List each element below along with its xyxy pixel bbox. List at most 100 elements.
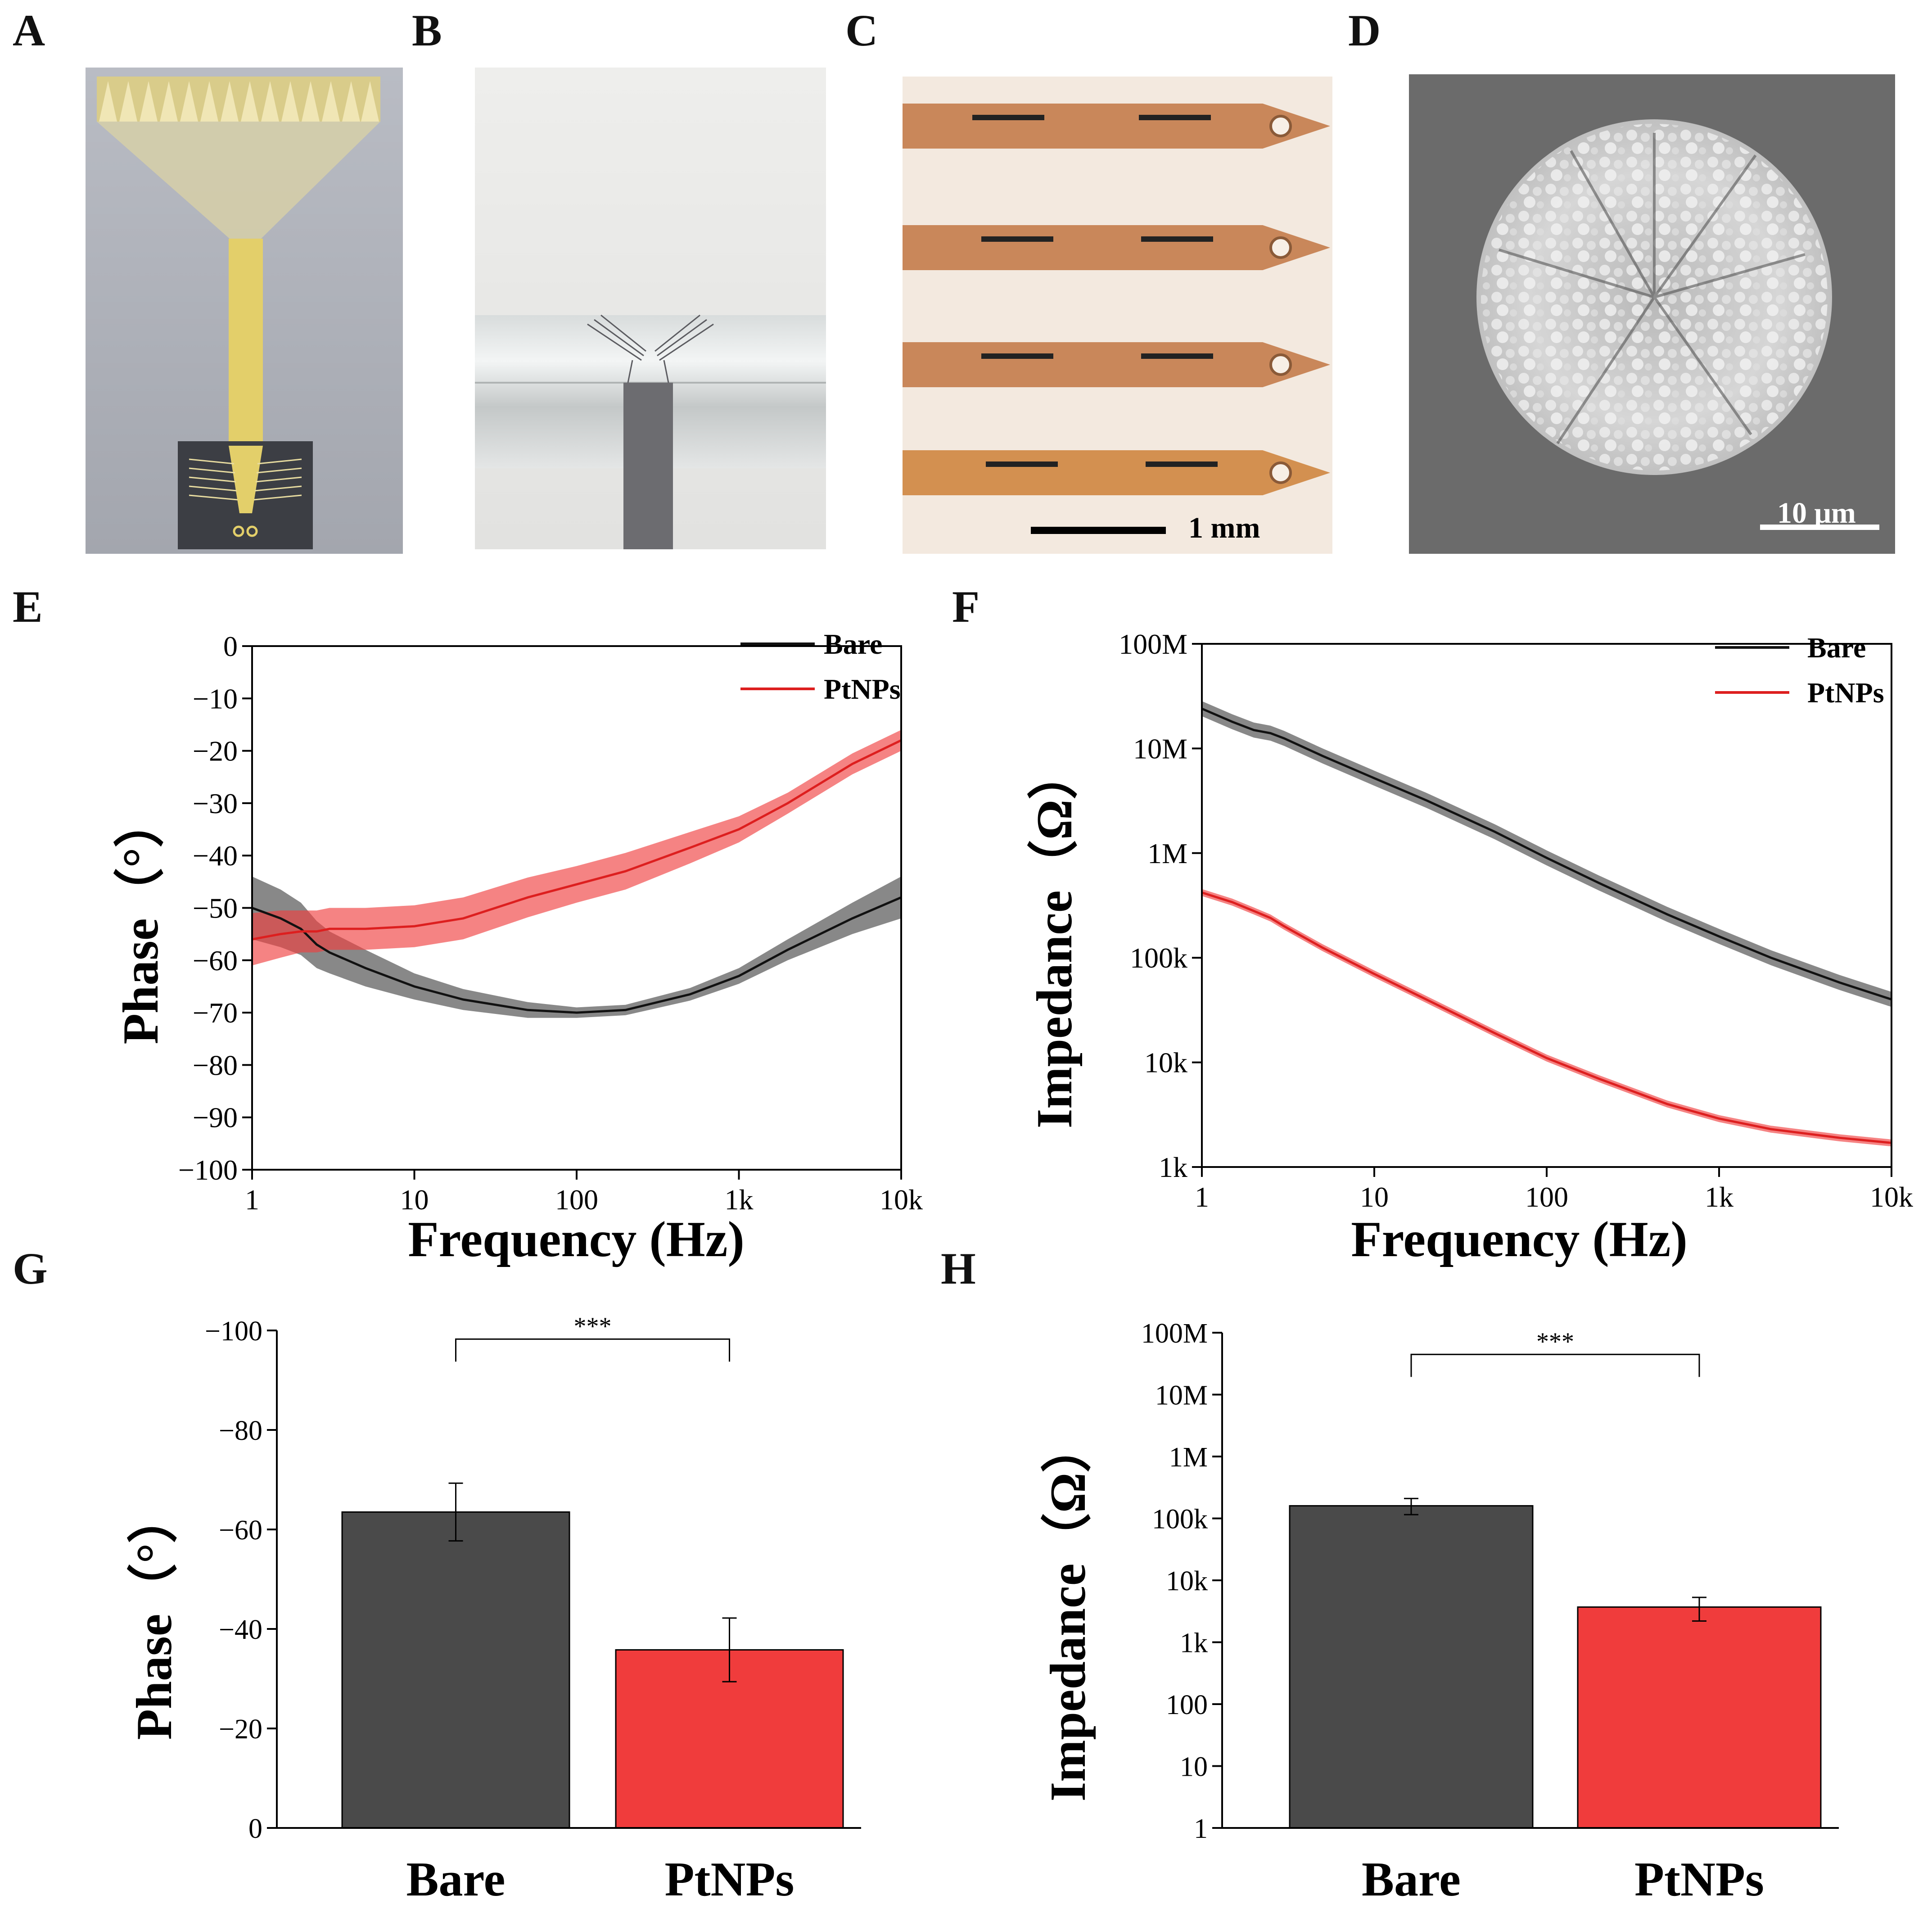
impedance-bar-y-axis-label: Impedance（Ω） (1040, 1422, 1096, 1802)
legend-bare-label: Bare (824, 628, 882, 660)
impedance-bar-y-ticks: 1 10 100 1k 10k 100k 1M 10M 100M (1141, 1318, 1222, 1844)
errorbar-ptnps-phase (722, 1617, 737, 1683)
x-tick-label: 1k (1705, 1181, 1733, 1213)
scale-label-10um: 10 μm (1777, 497, 1856, 529)
y-tick-label: −60 (193, 945, 238, 977)
y-tick-label: −40 (193, 840, 238, 872)
y-tick-label: −20 (193, 735, 238, 767)
y-tick-label: 1k (1180, 1628, 1208, 1659)
y-tick-label: 100k (1130, 942, 1187, 974)
category-label-ptnps-h: PtNPs (1634, 1853, 1764, 1906)
impedance-x-axis-label: Frequency (Hz) (1351, 1212, 1688, 1267)
errorbar-ptnps-impedance (1692, 1597, 1706, 1622)
category-label-bare: Bare (406, 1853, 506, 1906)
panel-letter-h: H (941, 1244, 976, 1294)
significance-bracket-phase (455, 1338, 730, 1362)
panel-letter-d: D (1348, 5, 1381, 55)
y-tick-label: −80 (193, 1049, 238, 1081)
panel-letter-f: F (952, 582, 980, 632)
impedance-y-axis-label: Impedance（Ω） (1027, 749, 1083, 1129)
phase-x-ticks: 1 10 100 1k 10k (245, 1170, 923, 1216)
phase-y-ticks: 0 −10 −20 −30 −40 −50 −60 −70 −80 −90 −100 (178, 630, 252, 1186)
ptnps-phase-band (252, 730, 901, 966)
y-tick-label: −100 (205, 1316, 262, 1347)
y-tick-label: 1k (1159, 1151, 1187, 1183)
x-tick-label: 1k (725, 1184, 754, 1216)
significance-stars-impedance: *** (1536, 1328, 1574, 1356)
y-tick-label: 100M (1141, 1318, 1208, 1349)
y-tick-label: 100M (1119, 628, 1187, 660)
x-tick-label: 100 (1525, 1181, 1568, 1213)
significance-stars-phase: *** (574, 1312, 612, 1340)
phase-y-axis-label: Phase（°） (113, 797, 169, 1045)
y-tick-label: −40 (219, 1615, 262, 1645)
bar-ptnps-impedance (1577, 1606, 1822, 1829)
y-tick-label: 100 (1166, 1690, 1208, 1720)
x-tick-label: 10k (1870, 1181, 1913, 1213)
y-tick-label: 0 (248, 1814, 262, 1844)
bar-bare-phase (341, 1511, 570, 1829)
errorbar-bare-phase (448, 1482, 463, 1542)
phase-legend: Bare PtNPs (740, 628, 901, 705)
x-tick-label: 1 (1195, 1181, 1209, 1213)
x-tick-label: 1 (245, 1184, 259, 1216)
phase-x-axis-label: Frequency (Hz) (408, 1212, 745, 1267)
y-tick-label: 100k (1152, 1504, 1208, 1535)
phase-bar-y-ticks: 0 −20 −40 −60 −80 −100 (205, 1316, 277, 1844)
y-tick-label: −60 (219, 1515, 262, 1546)
y-tick-label: 0 (223, 630, 238, 662)
legend-bare-label-f: Bare (1807, 632, 1866, 664)
y-tick-label: −80 (219, 1416, 262, 1446)
y-tick-label: 10k (1144, 1047, 1187, 1079)
y-tick-label: 1M (1147, 837, 1187, 869)
y-tick-label: −100 (178, 1154, 238, 1186)
chart-phase-bars: *** 0 −20 −40 −60 −80 −100 Bare PtNPs Phase（°… (126, 1312, 861, 1906)
errorbar-bare-impedance (1404, 1497, 1418, 1515)
bare-impedance-line (1201, 707, 1892, 1001)
impedance-legend: Bare PtNPs (1715, 632, 1884, 709)
photo-electrode-on-tube (475, 68, 826, 549)
legend-ptnps-label-f: PtNPs (1807, 677, 1884, 709)
category-label-ptnps: PtNPs (665, 1853, 794, 1906)
y-tick-label: −90 (193, 1102, 238, 1134)
category-label-bare-h: Bare (1362, 1853, 1461, 1906)
ptnps-impedance-line (1201, 891, 1892, 1144)
x-tick-label: 100 (555, 1184, 598, 1216)
y-tick-label: 10M (1155, 1380, 1208, 1411)
photo-electrode-shanks (903, 77, 1332, 554)
panel-letter-a: A (13, 5, 45, 55)
impedance-x-ticks: 1 10 100 1k 10k (1195, 1167, 1913, 1213)
chart-phase-frequency: 1 10 100 1k 10k 0 −10 −20 −30 −40 −50 −60 −70 −80 −90… (113, 628, 923, 1267)
panel-letter-c: C (845, 5, 878, 55)
y-tick-label: 1 (1194, 1814, 1208, 1844)
bar-bare-impedance (1289, 1505, 1534, 1829)
impedance-plot-area (1201, 643, 1892, 1168)
significance-bracket-impedance (1410, 1353, 1700, 1377)
bare-phase-band (252, 876, 901, 1018)
ptnps-phase-line (252, 739, 902, 941)
scale-label-1mm: 1 mm (1188, 511, 1260, 544)
phase-bar-y-axis-label: Phase（°） (126, 1493, 182, 1740)
y-tick-label: 10 (1180, 1752, 1208, 1782)
y-tick-label: −30 (193, 787, 238, 819)
panel-letter-g: G (13, 1244, 48, 1294)
chart-impedance-frequency: 1 10 100 1k 10k 1k 10k 100k 1M 10M 100M Frequency… (1027, 628, 1913, 1267)
y-tick-label: −70 (193, 997, 238, 1029)
y-tick-label: −20 (219, 1714, 262, 1745)
x-tick-label: 10k (880, 1184, 923, 1216)
y-tick-label: 1M (1169, 1442, 1208, 1473)
panel-letter-b: B (412, 5, 442, 55)
panel-letter-e: E (13, 582, 43, 632)
x-tick-label: 10 (400, 1184, 429, 1216)
y-tick-label: 10k (1166, 1566, 1208, 1597)
y-tick-label: −10 (193, 683, 238, 715)
photo-electrode-array (86, 68, 403, 554)
photo-sem-ptnps (1409, 74, 1895, 554)
ptnps-impedance-band (1202, 889, 1891, 1147)
x-tick-label: 10 (1360, 1181, 1389, 1213)
bare-phase-line (252, 896, 902, 1014)
impedance-y-ticks: 1k 10k 100k 1M 10M 100M (1119, 628, 1202, 1183)
legend-ptnps-label: PtNPs (824, 673, 901, 705)
y-tick-label: −50 (193, 892, 238, 924)
